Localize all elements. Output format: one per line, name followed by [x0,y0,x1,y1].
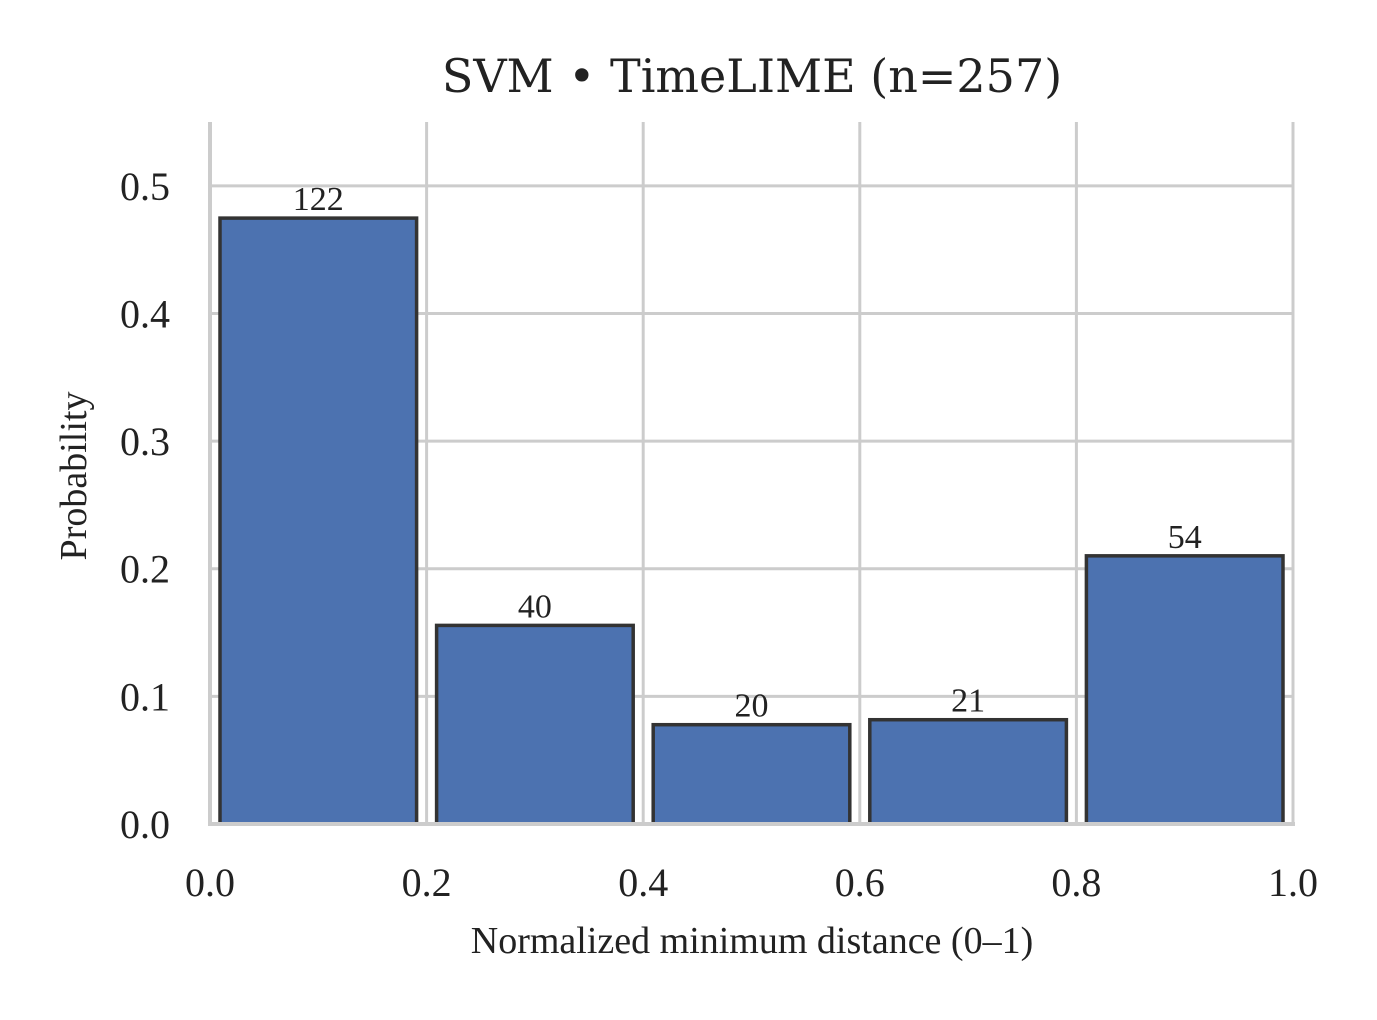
x-tick-label: 0.0 [185,860,235,905]
bar-count-label: 54 [1168,519,1202,556]
y-tick-label: 0.2 [120,547,170,592]
x-axis-label: Normalized minimum distance (0–1) [471,920,1033,962]
bar-count-label: 20 [735,688,769,725]
bar-count-label: 40 [518,588,552,625]
x-tick-label: 0.6 [835,860,885,905]
y-tick-label: 0.0 [120,802,170,847]
axes [208,122,1295,826]
histogram-bar [1084,554,1285,826]
histogram-bar [651,722,852,826]
x-tick-label: 0.4 [618,860,668,905]
y-tick-label: 0.1 [120,674,170,719]
tick-labels: 0.0 0.2 0.4 0.6 0.8 1.0 0.0 0.1 0.2 0.3 0.4 0.5 [120,164,1318,905]
y-axis-label: Probability [53,392,95,561]
bar-count-label: 21 [951,683,985,720]
y-tick-label: 0.4 [120,291,170,336]
chart-title: SVM • TimeLIME (n=257) [442,49,1062,103]
histogram-bar [868,717,1069,826]
histogram-bar [218,216,419,826]
bar-count-label: 122 [293,181,344,218]
data-labels: 122 40 20 21 54 [293,181,1202,725]
histogram-bar [434,623,635,826]
bars [218,216,1285,826]
y-tick-label: 0.3 [120,419,170,464]
x-tick-label: 0.2 [402,860,452,905]
y-tick-label: 0.5 [120,164,170,209]
x-tick-label: 1.0 [1268,860,1318,905]
x-tick-label: 0.8 [1051,860,1101,905]
